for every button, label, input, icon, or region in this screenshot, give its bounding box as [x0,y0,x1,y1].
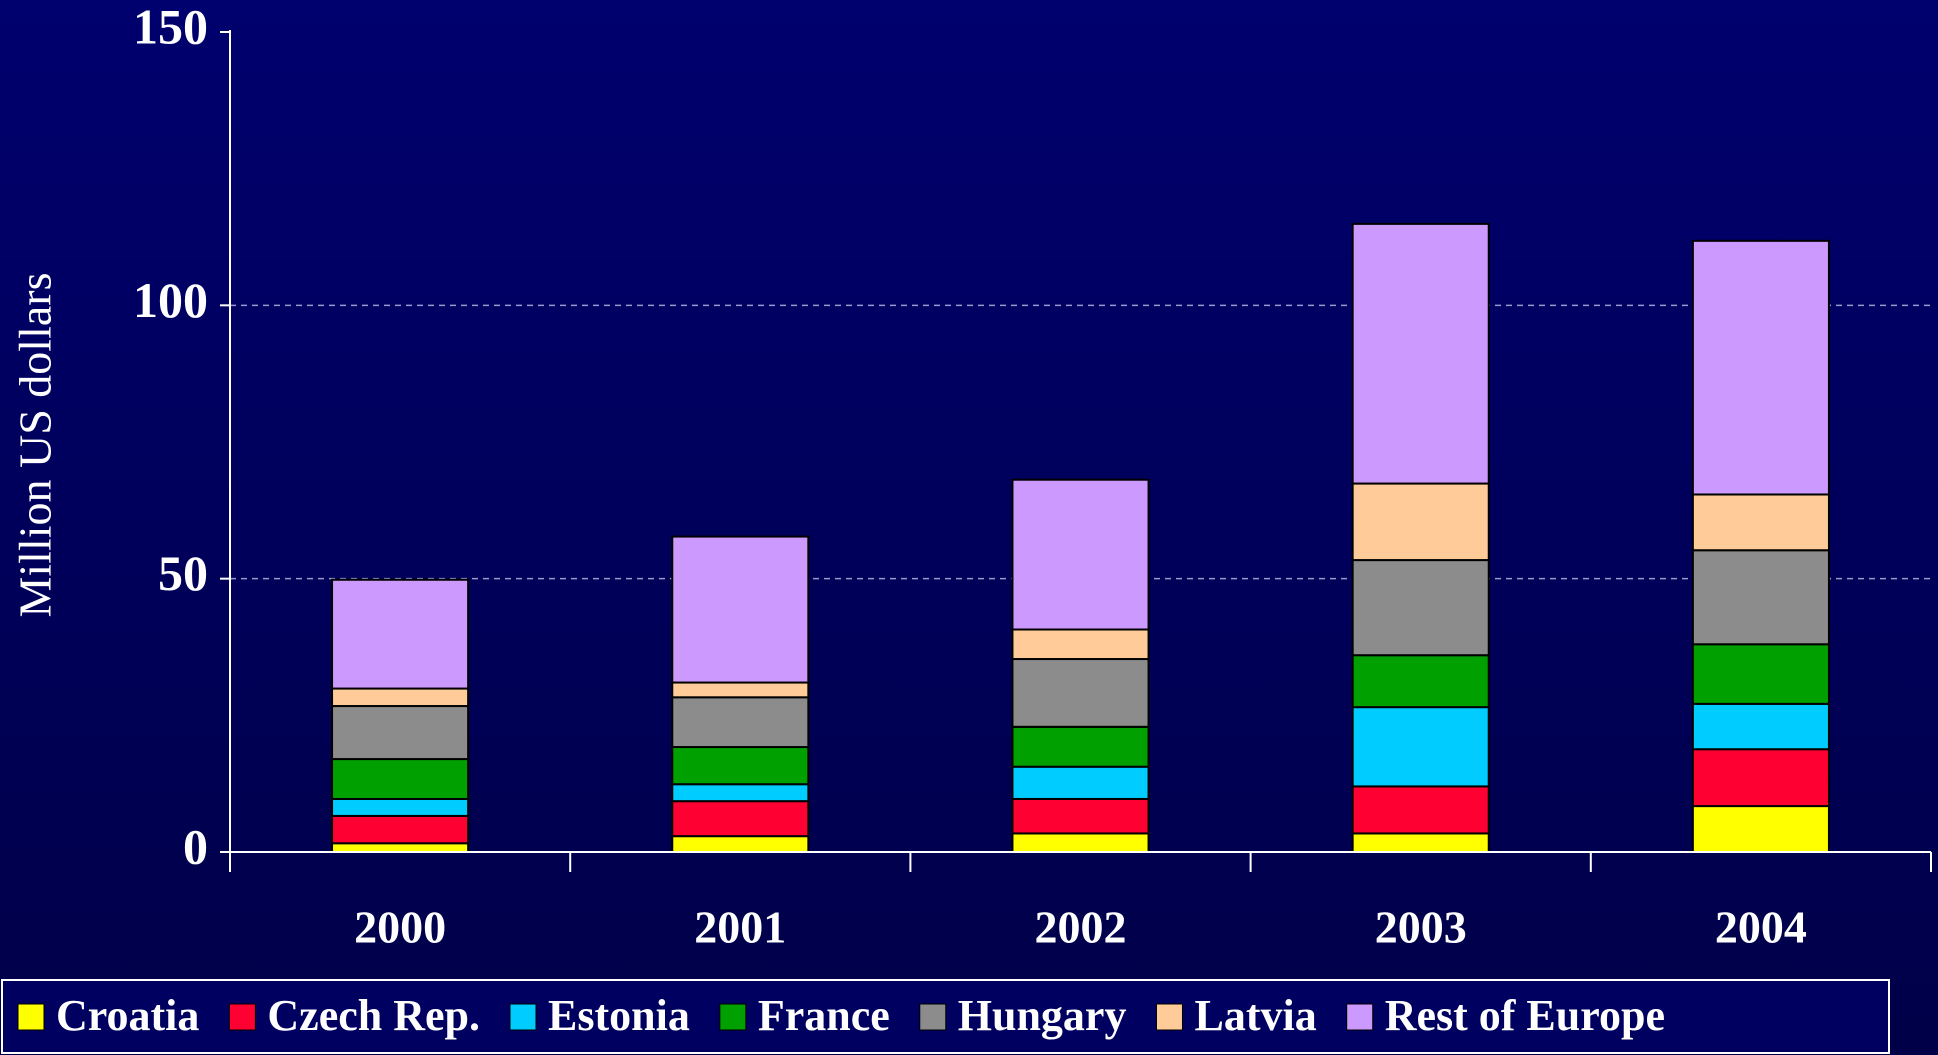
bar-segment [1351,559,1490,657]
legend-swatch [719,1003,747,1031]
legend-label: Latvia [1194,991,1316,1040]
bar-segment [671,696,810,749]
y-tick-label: 50 [158,545,208,601]
bar-segment [671,535,810,684]
bar-segment [1691,239,1830,496]
bar-segment [1691,643,1830,705]
legend-label: France [758,991,890,1040]
bar-segment [331,797,470,817]
bar-segment [1691,549,1830,646]
bar-segment [1011,478,1150,631]
bar-segment [671,681,810,699]
x-tick-label: 2004 [1715,902,1807,953]
bar-segment [1691,702,1830,751]
legend-swatch [509,1003,537,1031]
bar-segment [1011,725,1150,768]
bar-segment [331,814,470,845]
bar-segment [1351,785,1490,835]
bar-segment [1351,654,1490,709]
x-tick-label: 2002 [1035,902,1127,953]
bar-segment [1691,805,1830,854]
legend-swatch [1346,1003,1374,1031]
legend-label: Rest of Europe [1385,991,1665,1040]
bar-segment [1691,493,1830,552]
legend-swatch [17,1003,45,1031]
bar-segment [671,746,810,786]
bar-segment [671,800,810,838]
legend-label: Czech Rep. [267,991,480,1040]
bar-segment [331,842,470,854]
bar-segment [1011,797,1150,835]
y-tick-label: 100 [133,272,208,328]
bar-segment [1011,658,1150,728]
x-tick-label: 2003 [1375,902,1467,953]
bar-segment [1011,628,1150,661]
legend-label: Estonia [548,991,690,1040]
bar-segment [1351,482,1490,562]
bar-segment [331,758,470,800]
bar-segment [1011,832,1150,853]
legend-swatch [919,1003,947,1031]
legend-label: Hungary [958,991,1127,1040]
bar-segment [1351,706,1490,788]
bar-segment [331,705,470,761]
y-axis-label: Million US dollars [10,272,61,617]
legend-label: Croatia [56,991,199,1040]
bar-segment [1351,222,1490,485]
bar-segment [331,687,470,708]
x-tick-label: 2001 [694,902,786,953]
legend-swatch [1155,1003,1183,1031]
x-tick-label: 2000 [354,902,446,953]
y-tick-label: 150 [133,0,208,54]
bar-segment [1351,832,1490,853]
legend-swatch [228,1003,256,1031]
y-tick-label: 0 [183,818,208,874]
bar-segment [1691,748,1830,808]
bar-segment [331,578,470,690]
bar-segment [671,835,810,854]
bar-segment [671,783,810,803]
bar-segment [1011,765,1150,800]
